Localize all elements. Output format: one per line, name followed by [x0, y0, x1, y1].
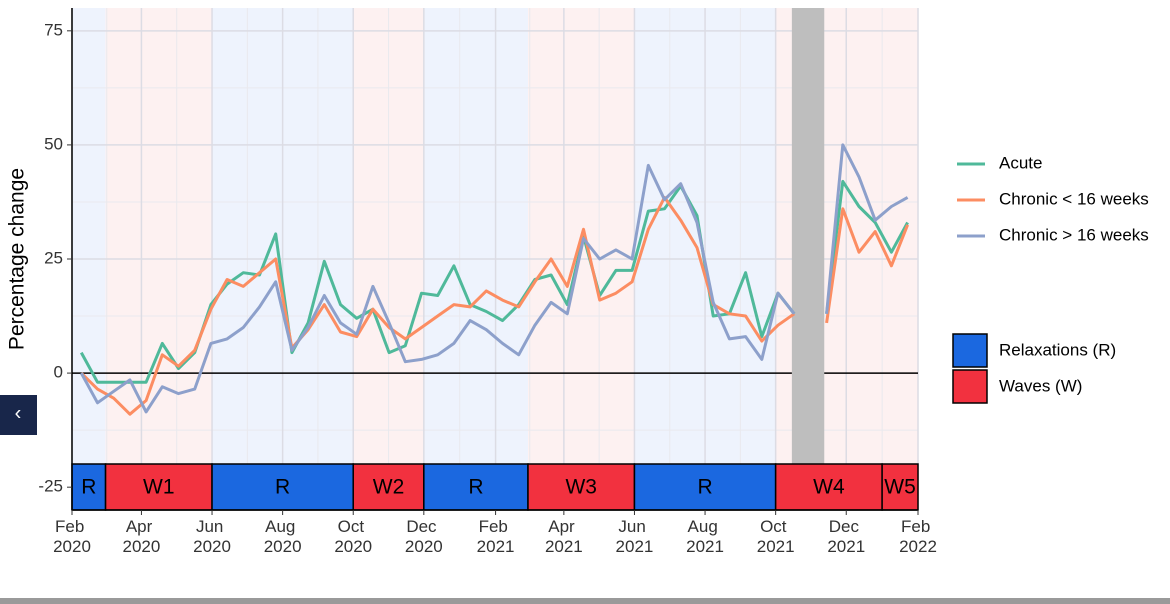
legend-label: Relaxations (R) [999, 340, 1116, 359]
period-block [881, 463, 919, 511]
legend-label: Chronic > 16 weeks [999, 225, 1149, 244]
x-tick-label-line: 2020 [123, 537, 161, 556]
x-tick-label: Dec 2020 [405, 517, 443, 556]
legend-label: Acute [999, 153, 1042, 172]
period-block [423, 463, 529, 511]
x-tick-label-line: 2021 [616, 537, 654, 556]
x-tick-label-line: 2022 [899, 537, 937, 556]
y-axis-label: Percentage change [6, 168, 29, 350]
period-label: W1 [143, 476, 175, 499]
period-label: R [275, 476, 290, 499]
back-button-bg[interactable] [0, 395, 37, 435]
x-tick-label: Feb 2020 [53, 517, 91, 556]
period-label: W2 [373, 476, 405, 499]
x-tick-label-line: Apr [548, 517, 579, 536]
x-tick-label-line: 2021 [686, 537, 724, 556]
x-tick-label-line: Oct [338, 517, 369, 536]
x-tick-label-line: 2020 [264, 537, 302, 556]
x-tick-label-line: 2021 [827, 537, 865, 556]
period-label: R [81, 476, 96, 499]
y-tick-label: 50 [44, 134, 63, 153]
y-tick-label: 0 [54, 363, 63, 382]
period-label: W4 [813, 476, 845, 499]
x-tick-label: Oct 2020 [334, 517, 372, 556]
x-tick-label-line: 2021 [477, 537, 515, 556]
legend-key [952, 333, 988, 368]
period-label: R [468, 476, 483, 499]
period-block [352, 463, 425, 511]
period-label: R [697, 476, 712, 499]
x-tick-label: Feb 2021 [477, 517, 515, 556]
x-tick-label-line: Feb [55, 517, 89, 536]
x-tick-label-line: Aug [265, 517, 300, 536]
x-tick-label-line: Feb [901, 517, 935, 536]
legend-label: Waves (W) [999, 376, 1082, 395]
back-button[interactable]: ‹ [0, 395, 37, 435]
x-tick-label: Aug 2020 [264, 517, 302, 556]
period-block [633, 463, 777, 511]
bottom-bar [0, 598, 1170, 604]
x-tick-label: Jun 2021 [616, 517, 654, 556]
period-block [211, 463, 354, 511]
x-tick-label-line: Oct [760, 517, 791, 536]
x-tick-label-line: 2020 [193, 537, 231, 556]
x-tick-label-line: 2020 [53, 537, 91, 556]
x-tick-label-line: Dec [829, 517, 864, 536]
x-tick-label-line: Feb [479, 517, 513, 536]
x-tick-label: Dec 2021 [827, 517, 865, 556]
x-tick-label-line: Apr [126, 517, 157, 536]
x-tick-label-line: 2021 [545, 537, 583, 556]
y-tick-label: 75 [44, 20, 63, 39]
period-block [527, 463, 636, 511]
x-tick-label: Aug 2021 [686, 517, 724, 556]
series-line [80, 195, 909, 416]
legend-key [952, 369, 988, 404]
period-label: W5 [884, 476, 916, 499]
series-line [79, 143, 909, 414]
period-label: W3 [565, 476, 597, 499]
x-tick-label-line: Dec [406, 517, 441, 536]
x-tick-label-line: Jun [196, 517, 228, 536]
y-tick-label: 25 [44, 248, 63, 267]
x-tick-label: Apr 2020 [123, 517, 161, 556]
shaded-range [791, 8, 825, 464]
x-tick-label-line: 2020 [405, 537, 443, 556]
y-tick-label: -25 [38, 477, 63, 496]
x-tick-label: Jun 2020 [193, 517, 231, 556]
x-tick-label-line: 2020 [334, 537, 372, 556]
x-tick-label-line: 2021 [757, 537, 795, 556]
x-tick-label: Feb 2022 [899, 517, 937, 556]
back-button-icon[interactable]: ‹ [15, 402, 22, 424]
x-tick-label: Oct 2021 [757, 517, 795, 556]
legend-label: Chronic < 16 weeks [999, 189, 1149, 208]
x-tick-label-line: Jun [618, 517, 650, 536]
x-tick-label-line: Aug [688, 517, 723, 536]
x-tick-label: Apr 2021 [545, 517, 583, 556]
